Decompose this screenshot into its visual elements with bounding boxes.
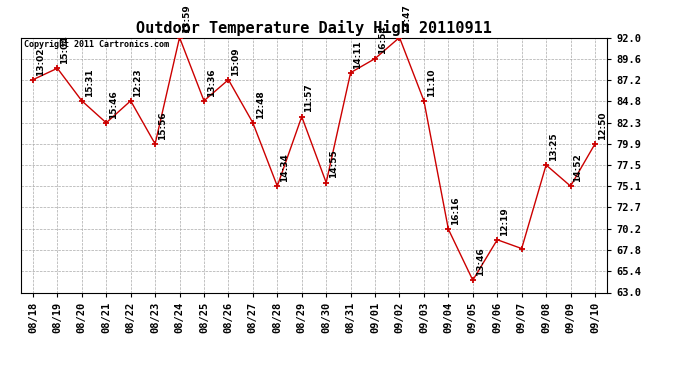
Text: 15:31: 15:31 xyxy=(85,68,94,97)
Text: 12:48: 12:48 xyxy=(255,90,265,118)
Text: 16:16: 16:16 xyxy=(451,196,460,225)
Text: 13:47: 13:47 xyxy=(402,4,411,33)
Text: 13:36: 13:36 xyxy=(207,68,216,97)
Text: 14:11: 14:11 xyxy=(353,40,362,69)
Text: 13:02: 13:02 xyxy=(36,47,45,75)
Text: 15:46: 15:46 xyxy=(109,90,118,118)
Text: 13:25: 13:25 xyxy=(549,132,558,161)
Text: 15:09: 15:09 xyxy=(231,47,240,75)
Title: Outdoor Temperature Daily High 20110911: Outdoor Temperature Daily High 20110911 xyxy=(136,20,492,36)
Text: 12:23: 12:23 xyxy=(133,68,142,97)
Text: 15:56: 15:56 xyxy=(158,111,167,140)
Text: Copyright 2011 Cartronics.com: Copyright 2011 Cartronics.com xyxy=(23,40,168,49)
Text: 13:46: 13:46 xyxy=(475,247,484,276)
Text: 11:57: 11:57 xyxy=(304,84,313,112)
Text: 12:50: 12:50 xyxy=(598,111,607,140)
Text: 13:59: 13:59 xyxy=(182,4,191,33)
Text: 15:04: 15:04 xyxy=(60,36,69,64)
Text: 14:52: 14:52 xyxy=(573,153,582,182)
Text: 14:34: 14:34 xyxy=(280,153,289,182)
Text: 12:19: 12:19 xyxy=(500,207,509,236)
Text: 14:55: 14:55 xyxy=(329,150,338,178)
Text: 16:54: 16:54 xyxy=(378,26,387,54)
Text: 11:10: 11:10 xyxy=(426,68,435,97)
